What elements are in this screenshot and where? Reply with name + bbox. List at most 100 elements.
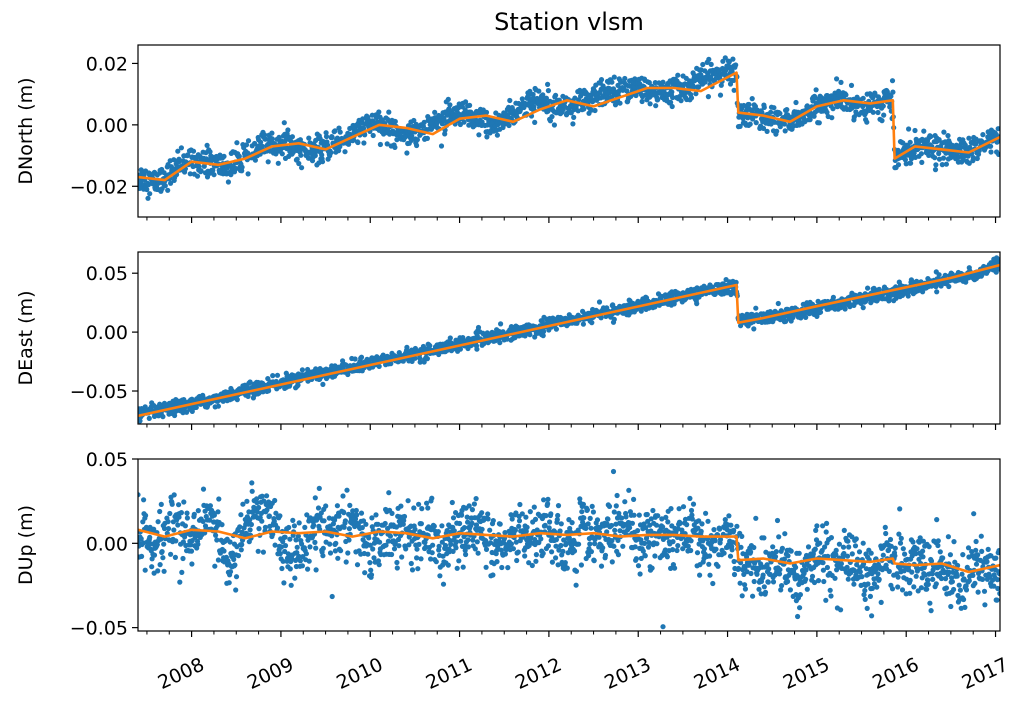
data-point-up (373, 512, 379, 518)
data-point-up (494, 559, 500, 565)
data-point-up (316, 485, 322, 491)
data-point-north (233, 166, 239, 172)
data-point-north (793, 99, 799, 106)
data-point-up (367, 560, 373, 566)
data-point-north (829, 115, 835, 121)
plot-area-up (138, 468, 1000, 630)
data-point-north (669, 103, 675, 110)
data-point-north (145, 195, 151, 201)
data-point-east (942, 272, 948, 278)
data-point-north (696, 84, 702, 90)
data-point-north (774, 128, 780, 134)
data-point-north (355, 139, 361, 146)
data-point-up (191, 511, 197, 517)
data-point-north (889, 78, 896, 84)
data-point-north (688, 95, 695, 101)
data-point-north (337, 129, 343, 135)
data-point-up (262, 524, 268, 530)
data-point-up (167, 510, 173, 517)
data-point-up (449, 499, 455, 506)
data-point-north (377, 141, 383, 148)
data-point-north (269, 136, 275, 142)
data-point-up (529, 562, 535, 569)
data-point-east (753, 305, 759, 311)
data-point-up (516, 518, 523, 524)
data-point-up (292, 575, 298, 581)
data-point-north (144, 186, 150, 193)
data-point-up (302, 524, 308, 531)
data-point-up (159, 549, 165, 555)
data-point-up (286, 524, 292, 531)
data-point-up (584, 507, 591, 513)
data-point-up (287, 536, 293, 542)
data-point-up (161, 525, 168, 532)
data-point-north (329, 134, 335, 140)
data-point-up (581, 515, 587, 521)
data-point-north (824, 109, 830, 115)
data-point-north (722, 55, 728, 61)
data-point-up (231, 556, 237, 563)
data-point-up (288, 582, 294, 588)
data-point-north (749, 96, 755, 102)
data-point-up (272, 497, 278, 504)
data-point-up (460, 564, 466, 570)
data-point-north (519, 96, 525, 102)
data-point-north (753, 120, 759, 126)
data-point-up (149, 564, 155, 570)
data-point-up (221, 548, 227, 554)
data-point-north (239, 164, 245, 170)
data-point-up (580, 501, 587, 507)
data-point-up (369, 524, 375, 530)
data-point-up (195, 541, 201, 547)
data-point-up (619, 515, 625, 521)
data-point-up (555, 503, 562, 509)
data-point-up (602, 552, 609, 558)
data-point-up (523, 528, 529, 534)
data-point-up (416, 541, 422, 548)
data-point-north (543, 95, 550, 101)
data-point-up (588, 525, 594, 531)
data-point-east (638, 308, 644, 314)
data-point-up (386, 490, 392, 496)
data-point-up (566, 535, 572, 541)
data-point-north (693, 91, 699, 97)
data-point-east (417, 355, 423, 361)
data-point-up (433, 559, 439, 565)
data-point-up (307, 544, 313, 550)
data-point-east (404, 344, 410, 350)
data-point-up (154, 542, 160, 548)
data-point-north (403, 134, 409, 140)
data-point-up (396, 543, 402, 549)
data-point-east (234, 397, 240, 403)
data-point-north (936, 150, 942, 157)
data-point-up (527, 509, 533, 515)
data-point-up (368, 567, 374, 573)
data-point-up (391, 546, 398, 552)
data-point-up (237, 524, 243, 530)
data-point-up (216, 496, 222, 502)
data-point-east (305, 366, 311, 373)
data-point-up (442, 542, 449, 549)
data-point-up (235, 553, 242, 559)
data-point-up (143, 512, 149, 519)
data-point-up (543, 513, 549, 519)
data-point-east (876, 286, 882, 292)
data-point-up (604, 529, 610, 535)
data-point-north (298, 152, 304, 158)
data-point-east (475, 324, 482, 331)
data-point-up (155, 519, 161, 525)
data-point-north (811, 113, 817, 119)
data-point-up (279, 565, 285, 572)
data-point-up (215, 509, 221, 515)
data-point-up (295, 533, 301, 539)
data-point-up (278, 544, 285, 550)
data-point-up (531, 504, 537, 510)
data-point-north (547, 118, 554, 124)
data-point-north (624, 88, 630, 94)
data-point-up (280, 558, 286, 564)
data-point-up (514, 557, 520, 564)
data-point-north (198, 168, 204, 174)
data-point-north (729, 68, 735, 74)
data-point-up (578, 562, 585, 568)
data-point-up (463, 551, 469, 558)
